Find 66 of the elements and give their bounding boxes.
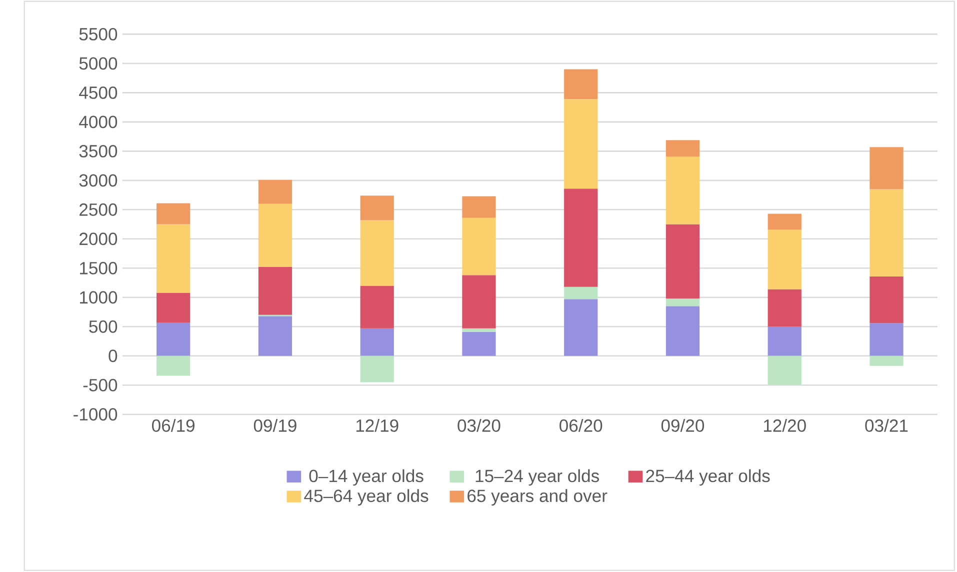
bar <box>768 214 802 230</box>
bar <box>666 156 700 224</box>
bar <box>870 147 904 190</box>
legend-label: 25–44 year olds <box>646 469 770 486</box>
bar <box>666 224 700 299</box>
x-tick-label: 06/19 <box>152 419 195 432</box>
bar <box>360 286 394 329</box>
y-tick-label: 2500 <box>80 204 118 216</box>
y-tick-label: 4500 <box>79 86 118 100</box>
bar <box>870 323 904 356</box>
bar <box>156 292 190 323</box>
y-tick-label: 500 <box>89 320 118 333</box>
bar <box>870 276 904 324</box>
bar <box>258 316 292 356</box>
y-tick-label: -500 <box>83 379 118 392</box>
bar <box>564 287 598 300</box>
bar <box>768 289 802 327</box>
bar <box>258 204 292 268</box>
bar <box>462 275 496 329</box>
y-tick-label: 1500 <box>80 262 118 275</box>
y-tick-label: 2000 <box>80 232 118 246</box>
bar <box>768 326 802 356</box>
bar <box>564 99 598 189</box>
y-tick-label: 1000 <box>80 291 118 304</box>
bar <box>462 196 496 218</box>
bar <box>156 224 190 293</box>
bar <box>666 298 700 306</box>
y-tick-label: 5500 <box>79 28 118 41</box>
bar <box>360 220 394 286</box>
bar <box>768 230 802 290</box>
bar <box>870 356 904 366</box>
x-tick-label: 06/20 <box>560 419 602 432</box>
bar <box>462 328 496 332</box>
bar <box>360 328 394 356</box>
y-tick-label: 0 <box>108 350 118 362</box>
legend-label: 65 years and over <box>468 489 608 506</box>
x-tick-label: 09/20 <box>661 419 704 432</box>
y-tick-label: 4000 <box>79 116 118 128</box>
x-tick-label: 12/20 <box>764 419 806 432</box>
legend-label: 45–64 year olds <box>304 489 428 506</box>
bar <box>768 356 802 385</box>
bar <box>564 299 598 356</box>
bar <box>666 140 700 157</box>
bar <box>870 189 904 276</box>
bar <box>564 188 598 288</box>
bar <box>360 356 394 382</box>
bar <box>360 196 394 220</box>
y-tick-label: 3000 <box>79 174 118 187</box>
bar <box>156 356 190 376</box>
bar <box>462 332 496 356</box>
y-tick-label: 5000 <box>79 57 118 70</box>
legend-label: 0–14 year olds <box>309 469 424 486</box>
bar <box>258 180 292 204</box>
x-tick-label: 12/19 <box>356 419 398 432</box>
y-tick-label: 3500 <box>79 145 118 158</box>
x-tick-label: 03/20 <box>458 419 500 432</box>
x-tick-label: 03/21 <box>865 419 908 432</box>
bar <box>462 218 496 276</box>
x-tick-label: 09/19 <box>254 419 296 432</box>
bar <box>156 203 190 224</box>
bar <box>564 69 598 100</box>
legend-label: 15–24 year olds <box>476 469 599 486</box>
y-tick-label: -1000 <box>74 408 118 421</box>
bar <box>666 306 700 356</box>
bar <box>258 267 292 316</box>
bar <box>156 322 190 356</box>
